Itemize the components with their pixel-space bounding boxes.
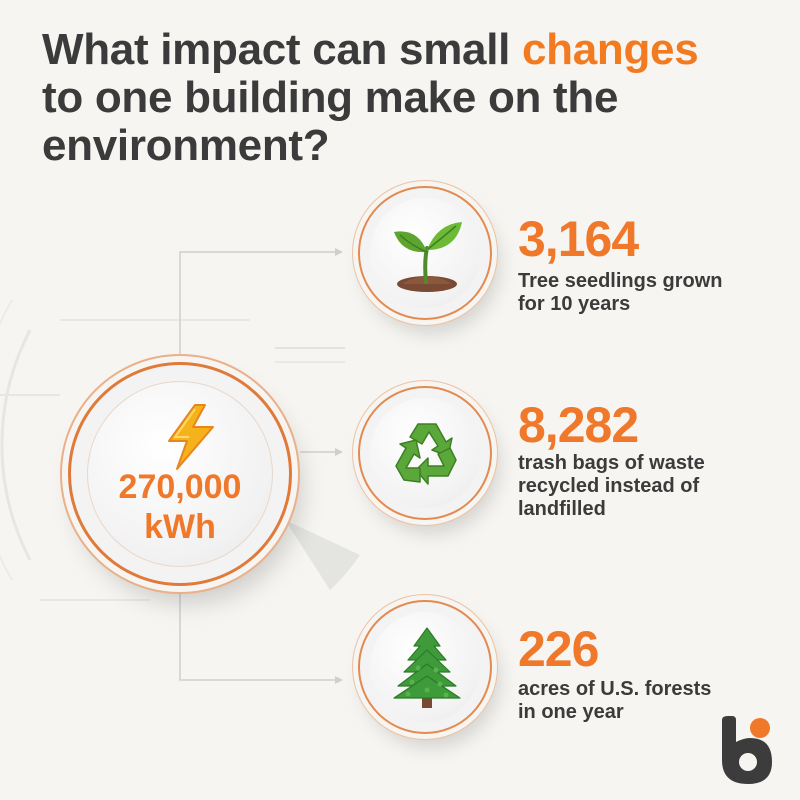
- forest-badge: [358, 600, 492, 734]
- forest-acres-caption-line-2: in one year: [518, 701, 624, 723]
- seedling-badge: [358, 186, 492, 320]
- recycle-badge: [358, 386, 492, 520]
- energy-hub: 270,000 kWh: [68, 362, 292, 586]
- trash-bags-caption: trash bags of waste recycled instead of …: [518, 452, 758, 521]
- energy-saved-value: 270,000 kWh: [87, 467, 273, 547]
- trash-bags-caption-line-3: landfilled: [518, 498, 606, 520]
- lightning-bolt-icon: [168, 404, 214, 470]
- trash-bags-caption-line-2: recycled instead of: [518, 475, 700, 497]
- seedling-icon: [394, 222, 462, 292]
- title-text-start: What impact can small: [42, 25, 522, 74]
- brand-b-logo: [722, 716, 772, 784]
- recycle-icon: [395, 423, 457, 485]
- title-accent-word: changes: [521, 25, 699, 74]
- recycle-badge-face: [370, 398, 480, 508]
- energy-hub-face: 270,000 kWh: [87, 381, 273, 567]
- title-text-end: to one building make on the environment?: [42, 73, 619, 170]
- trash-bags-number: 8,282: [518, 397, 639, 453]
- evergreen-tree-icon: [393, 627, 461, 708]
- forest-acres-caption-line-1: acres of U.S. forests: [518, 678, 712, 700]
- forest-acres-number: 226: [518, 621, 599, 677]
- seedlings-number: 3,164: [518, 211, 639, 267]
- page-title: What impact can small changes to one bui…: [42, 26, 742, 170]
- forest-acres-caption: acres of U.S. forests in one year: [518, 678, 758, 724]
- energy-value-number: 270,000: [118, 468, 242, 506]
- seedlings-caption-line-2: for 10 years: [518, 293, 631, 315]
- trash-bags-caption-line-1: trash bags of waste: [518, 452, 705, 474]
- energy-value-unit: kWh: [144, 508, 216, 546]
- seedlings-caption-line-1: Tree seedlings grown: [518, 270, 723, 292]
- seedlings-caption: Tree seedlings grown for 10 years: [518, 270, 758, 316]
